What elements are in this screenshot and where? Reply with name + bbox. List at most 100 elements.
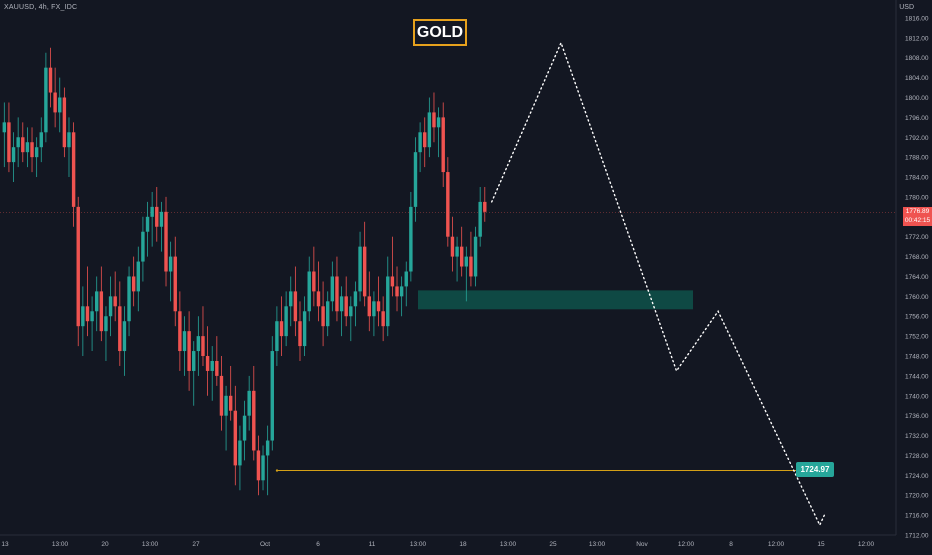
candle-body [122,321,127,352]
price-tick-label: 1736.00 [905,413,929,420]
candle-body [307,271,311,312]
candle-body [275,321,279,352]
candle-body [386,276,390,327]
candle-body [413,152,418,207]
price-tick-label: 1792.00 [905,135,929,142]
time-tick-label: Nov [636,541,648,548]
candle-body [427,112,432,148]
price-tick-label: 1808.00 [905,55,929,62]
price-tick-label: 1716.00 [905,513,929,520]
candle-body [182,331,187,352]
candle-body [367,296,371,317]
price-tick-label: 1796.00 [905,115,929,122]
candle-body [215,360,219,376]
candle-body [316,291,321,307]
current-price-tag: 1776.89 00:42:15 [903,207,932,226]
price-tick-label: 1768.00 [905,254,929,261]
candle-body [436,117,441,128]
candle-body [136,261,140,292]
candle-body [127,276,131,322]
candle-body [81,306,85,327]
candle-body [159,211,164,227]
price-tick-label: 1724.00 [905,473,929,480]
candle-body [450,236,455,257]
candle-body [131,276,136,292]
candle-body [108,296,113,317]
time-tick-label: 13 [1,541,9,548]
price-tick-label: 1800.00 [905,95,929,102]
price-tick-label: 1784.00 [905,175,929,182]
candle-body [335,276,339,312]
candle-body [473,236,478,277]
time-tick-label: 6 [316,541,320,548]
candle-body [326,301,330,327]
candle-body [228,395,233,411]
candle-body [344,296,348,317]
candle-body [446,172,450,237]
candle-body [372,301,376,317]
candle-body [25,142,30,153]
demand-zone [418,290,693,310]
candle-body [399,286,404,297]
price-tick-label: 1760.00 [905,294,929,301]
price-tick-label: 1764.00 [905,274,929,281]
candle-body [118,306,122,352]
candle-body [155,206,159,227]
time-tick-label: 13:00 [500,541,517,548]
time-tick-label: 12:00 [858,541,875,548]
candle-body [404,271,408,287]
candle-body [256,450,261,481]
time-tick-label: 11 [369,541,376,548]
candle-body [76,206,80,327]
candle-body [187,331,191,371]
price-tick-label: 1728.00 [905,453,929,460]
target-level-anchor [275,469,279,472]
chart-title-box[interactable]: GOLD [413,19,467,46]
target-price-tag[interactable]: 1724.97 [796,462,834,477]
candle-body [423,132,427,148]
candle-body [362,246,367,297]
symbol-info[interactable]: XAUUSD, 4h, FX_IDC [4,4,78,11]
price-tick-label: 1788.00 [905,155,929,162]
time-tick-label: 12:00 [768,541,785,548]
candle-body [284,306,288,337]
price-tick-label: 1812.00 [905,35,929,42]
candle-body [247,390,251,416]
candle-body [205,356,210,371]
candle-body [478,201,482,237]
candle-body [418,132,422,153]
time-tick-label: 13:00 [589,541,606,548]
candle-body [2,122,7,133]
time-axis[interactable]: 13 13:00 20 13:00 27 Oct 6 11 13:00 18 13:00 25 13:0… [1,541,874,548]
candle-body [298,321,302,347]
price-tick-label: 1780.00 [905,194,929,201]
candle-body [289,291,293,307]
chart-title-text: GOLD [416,23,464,41]
candle-body [210,360,214,371]
candle-body [353,291,358,307]
candle-body [330,276,335,302]
bar-countdown: 00:42:15 [904,216,931,224]
time-tick-label: 15 [817,541,825,548]
candle-body [302,311,307,347]
price-tick-label: 1816.00 [905,15,929,22]
price-tick-label: 1752.00 [905,334,929,341]
candle-body [67,132,71,148]
price-tick-label: 1732.00 [905,433,929,440]
candle-body [312,271,316,292]
candle-body [95,291,99,312]
candle-body [483,201,487,212]
candle-body [62,97,67,148]
candle-body [432,112,436,128]
candle-body [201,336,205,357]
price-axis[interactable]: 1816.00 1812.00 1808.00 1804.00 1800.00 1796.… [905,15,929,539]
candle-body [469,256,473,277]
candle-body [219,375,224,416]
candle-body [104,316,108,332]
price-tick-label: 1804.00 [905,75,929,82]
candle-body [293,291,298,322]
candle-body [85,306,90,322]
candle-body [441,117,445,173]
